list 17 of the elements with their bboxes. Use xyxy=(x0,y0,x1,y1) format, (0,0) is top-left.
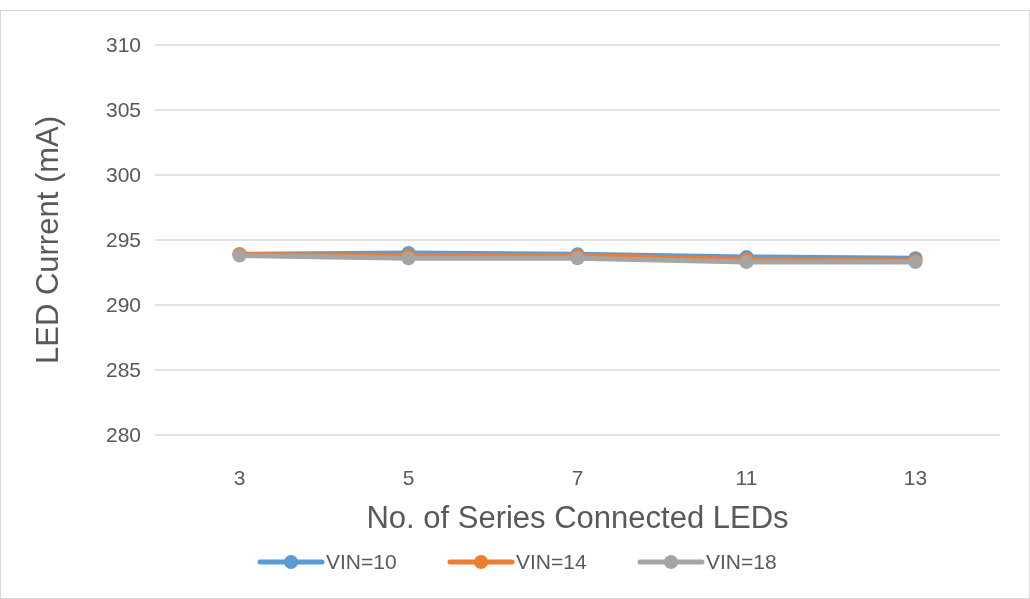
y-tick-label: 290 xyxy=(105,293,141,317)
x-tick-label: 3 xyxy=(233,466,246,489)
y-tick-label: 305 xyxy=(105,98,141,122)
legend-label: VIN=10 xyxy=(326,550,397,574)
x-tick-label: 5 xyxy=(402,466,415,489)
y-tick-label: 295 xyxy=(105,228,141,252)
legend-label: VIN=14 xyxy=(516,550,587,574)
x-tick-label: 11 xyxy=(735,466,758,489)
x-tick-label: 7 xyxy=(571,466,584,489)
x-axis-title: No. of Series Connected LEDs xyxy=(366,500,789,535)
y-tick-label: 280 xyxy=(105,423,141,447)
y-tick-label: 300 xyxy=(105,163,141,187)
x-tick-label: 13 xyxy=(903,466,928,489)
y-tick-label: 310 xyxy=(105,33,141,57)
legend-label: VIN=18 xyxy=(706,550,777,574)
y-axis-title: LED Current (mA) xyxy=(30,115,65,365)
y-tick-label: 285 xyxy=(105,358,141,382)
